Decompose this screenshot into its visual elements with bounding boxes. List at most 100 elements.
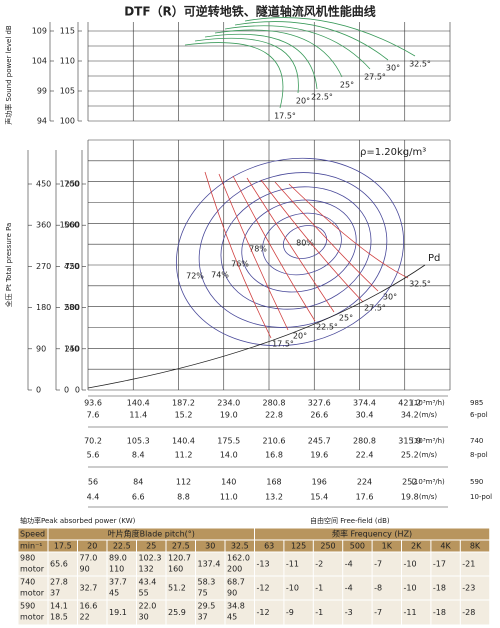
table-cell: 160 bbox=[168, 565, 183, 574]
table-header: 500 bbox=[350, 542, 365, 551]
scale-label: 315.9 bbox=[398, 437, 421, 446]
table-header: 250 bbox=[320, 542, 335, 551]
table-cell: 19.1 bbox=[109, 608, 127, 617]
tick-label: 280 bbox=[64, 303, 79, 312]
density: ρ=1.20kg/m³ bbox=[360, 147, 426, 158]
table-cell: 22.0 bbox=[139, 602, 157, 611]
sound-curve bbox=[214, 29, 343, 78]
title: DTF（R）可逆转地铁、隧道轴流风机性能曲线 bbox=[124, 4, 376, 19]
scale-label: 196 bbox=[312, 478, 327, 487]
table-cell: 89.0 bbox=[109, 554, 127, 563]
table-cell: 90 bbox=[80, 565, 90, 574]
table-header: 2K bbox=[411, 542, 422, 551]
efficiency-label: 72% bbox=[186, 272, 204, 281]
scale-unit: (10³m³/h) bbox=[411, 478, 445, 486]
angle-label: 22.5° bbox=[311, 93, 333, 102]
tick-label: 115 bbox=[60, 27, 75, 36]
scale-label: 252 bbox=[402, 478, 417, 487]
table-cell: 16.6 bbox=[80, 602, 98, 611]
scale-label: 17.6 bbox=[356, 493, 374, 502]
sound-curve bbox=[244, 17, 416, 57]
pitch-curve bbox=[204, 171, 272, 339]
table-header: 25 bbox=[146, 542, 156, 551]
scale-label: 140.4 bbox=[172, 437, 195, 446]
angle-label: 17.5° bbox=[272, 340, 294, 349]
pd-label: Pd bbox=[428, 253, 440, 264]
scale-label: 5.6 bbox=[87, 451, 100, 460]
table-cell: 29.5 bbox=[198, 602, 216, 611]
tick-label: 180 bbox=[36, 303, 51, 312]
tick-label: 360 bbox=[36, 221, 51, 230]
scale-label: 168 bbox=[266, 478, 281, 487]
angle-label: 30° bbox=[383, 293, 397, 302]
angle-label: 30° bbox=[386, 64, 400, 73]
table-cell: 43.4 bbox=[139, 578, 157, 587]
scale-label: 19.8 bbox=[401, 493, 419, 502]
scale-label: 13.2 bbox=[265, 493, 283, 502]
table-cell: -10 bbox=[404, 560, 417, 569]
table-header: 27.5 bbox=[172, 542, 190, 551]
table-cell: 25.9 bbox=[168, 608, 186, 617]
scale-tag: 985 bbox=[470, 399, 483, 407]
angle-label: 27.5° bbox=[364, 73, 386, 82]
table-header: 22.5 bbox=[113, 542, 131, 551]
table-cell: 980 bbox=[20, 554, 35, 563]
table-cell: 18.5 bbox=[50, 613, 68, 622]
table-cell: 200 bbox=[227, 565, 242, 574]
tick-label: 90 bbox=[36, 344, 46, 353]
tick-label: 140 bbox=[64, 344, 79, 353]
scale-label: 140.4 bbox=[127, 399, 150, 408]
angle-label: 20° bbox=[293, 332, 307, 341]
table-cell: 34.8 bbox=[227, 602, 245, 611]
efficiency-label: 78% bbox=[249, 245, 267, 254]
tick-label: 1000 bbox=[60, 221, 80, 230]
efficiency-label: 76% bbox=[231, 260, 249, 269]
table-cell: 65.6 bbox=[50, 560, 68, 569]
table-cell: -10 bbox=[404, 584, 417, 593]
table-cell: 162.0 bbox=[227, 554, 250, 563]
scale-unit: (m/s) bbox=[419, 411, 438, 419]
tick-label: 420 bbox=[64, 262, 79, 271]
sound-curve bbox=[234, 21, 389, 61]
efficiency-curve bbox=[262, 212, 342, 276]
pitch-curve bbox=[246, 177, 335, 313]
tick-label: 250 bbox=[65, 344, 80, 353]
table-cell: 68.7 bbox=[227, 578, 245, 587]
scale-label: 34.2 bbox=[401, 411, 419, 420]
field-label: 自由空间 Free-field (dB) bbox=[310, 516, 390, 525]
scale-label: 374.4 bbox=[353, 399, 376, 408]
angle-label: 27.5° bbox=[364, 304, 386, 313]
tick-label: 1250 bbox=[60, 180, 80, 189]
table-cell: -11 bbox=[404, 608, 417, 617]
table-header: 频率 Frequency (HZ) bbox=[332, 529, 412, 539]
efficiency-curve bbox=[198, 172, 388, 328]
scale-label: 8.4 bbox=[132, 451, 145, 460]
table-cell: -18 bbox=[433, 608, 446, 617]
tick-label: 0 bbox=[64, 386, 69, 395]
angle-label: 25° bbox=[339, 314, 353, 323]
table-cell: motor bbox=[20, 589, 45, 598]
tick-label: 560 bbox=[64, 221, 79, 230]
table-cell: 27.8 bbox=[50, 578, 68, 587]
scale-label: 4.4 bbox=[87, 493, 100, 502]
table-cell: -2 bbox=[315, 560, 323, 569]
sound-curve bbox=[224, 25, 371, 70]
pitch-curve bbox=[232, 175, 316, 322]
table-cell: -1 bbox=[315, 584, 323, 593]
scale-label: 11.2 bbox=[175, 451, 193, 460]
table-cell: 77.0 bbox=[80, 554, 98, 563]
scale-label: 280.8 bbox=[263, 399, 286, 408]
scale-label: 16.8 bbox=[265, 451, 283, 460]
scale-tag: 6-pol bbox=[470, 411, 488, 419]
table-cell: -13 bbox=[257, 560, 270, 569]
tick-label: 700 bbox=[64, 180, 79, 189]
pitch-curve bbox=[260, 179, 364, 303]
scale-label: 112 bbox=[176, 478, 191, 487]
table-header: 叶片角度Blade pitch(°) bbox=[108, 529, 195, 539]
scale-label: 421.2 bbox=[398, 399, 421, 408]
table-cell: 51.2 bbox=[168, 584, 186, 593]
table-cell: 37 bbox=[50, 589, 60, 598]
scale-label: 105.3 bbox=[127, 437, 150, 446]
power-label: 轴功率Peak absorbed power (KW) bbox=[20, 516, 136, 525]
